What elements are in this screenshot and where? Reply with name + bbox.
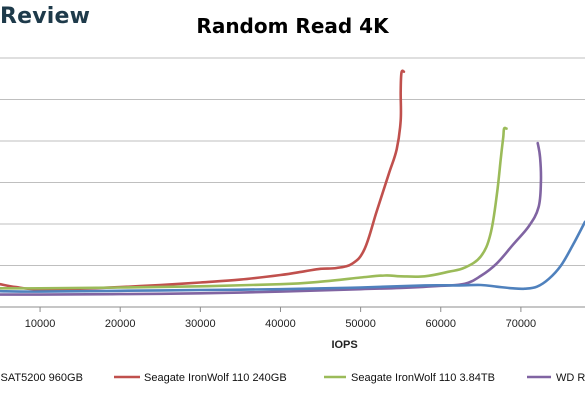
x-axis-label: IOPS xyxy=(331,339,357,351)
x-tick-label: 50000 xyxy=(345,318,376,330)
legend-entry-label: Seagate IronWolf 110 3.84TB xyxy=(351,372,495,384)
x-tick-label: 20000 xyxy=(105,318,136,330)
legend-entry-label: y SAT5200 960GB xyxy=(0,372,83,384)
site-logo: Review xyxy=(0,4,91,29)
x-axis: 10000 20000 30000 40000 50000 60000 70000 xyxy=(0,306,585,330)
x-tick-label: 60000 xyxy=(425,318,456,330)
x-tick-label: 10000 xyxy=(25,318,56,330)
legend: y SAT5200 960GB Seagate IronWolf 110 240G… xyxy=(0,372,585,384)
x-tick-label: 70000 xyxy=(506,318,537,330)
x-tick-label: 30000 xyxy=(185,318,216,330)
legend-entry-label: WD R xyxy=(556,372,585,384)
series-line xyxy=(0,220,585,293)
chart-title-text: Random Read 4K xyxy=(196,14,389,38)
series-lines xyxy=(0,69,585,296)
series-line xyxy=(0,69,406,291)
legend-entry-label: Seagate IronWolf 110 240GB xyxy=(144,372,287,384)
series-line xyxy=(0,126,508,290)
series-line xyxy=(0,141,543,296)
x-tick-label: 40000 xyxy=(265,318,296,330)
chart-title: Random Read 4K xyxy=(0,14,585,38)
